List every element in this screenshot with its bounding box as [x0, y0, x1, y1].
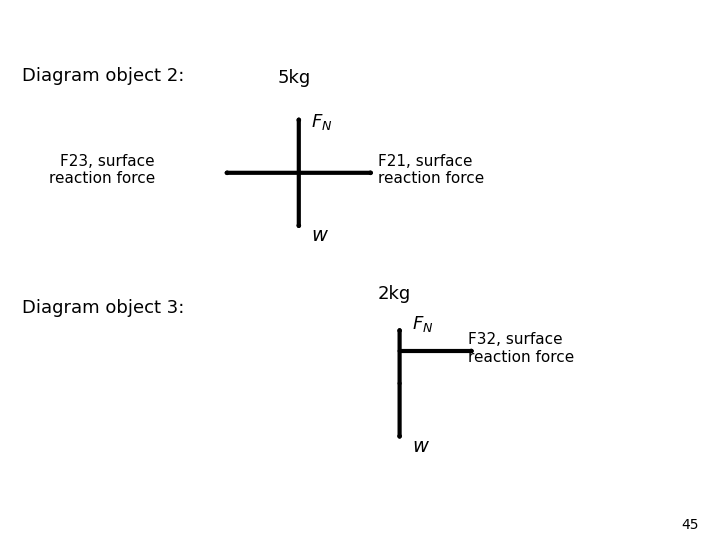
Text: $\mathit{w}$: $\mathit{w}$ — [412, 437, 430, 456]
Text: F21, surface
reaction force: F21, surface reaction force — [378, 154, 485, 186]
Text: F32, surface
reaction force: F32, surface reaction force — [468, 332, 575, 365]
Text: F23, surface
reaction force: F23, surface reaction force — [48, 154, 155, 186]
Text: 45: 45 — [681, 518, 698, 532]
Text: Diagram object 3:: Diagram object 3: — [22, 299, 184, 317]
Text: $F_N$: $F_N$ — [412, 314, 433, 334]
Text: 5kg: 5kg — [277, 69, 310, 87]
Text: Diagram object 2:: Diagram object 2: — [22, 66, 184, 85]
Text: $\mathit{w}$: $\mathit{w}$ — [311, 226, 329, 245]
Text: 2kg: 2kg — [378, 285, 411, 303]
Text: $F_N$: $F_N$ — [311, 111, 333, 132]
